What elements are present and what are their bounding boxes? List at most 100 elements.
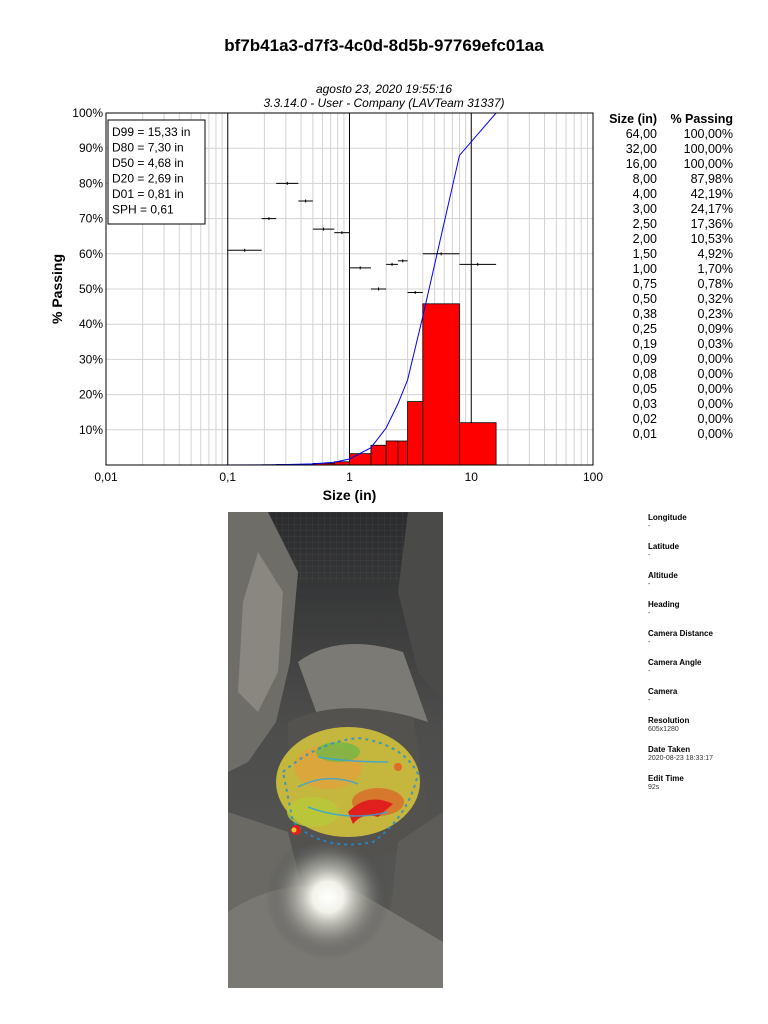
metadata-label: Longitude — [648, 513, 687, 522]
size-cell: 64,00 — [625, 127, 657, 141]
metadata-item: Resolution 605x1280 — [648, 716, 763, 745]
fragment-overlay — [276, 727, 420, 846]
table-row: 1,50 4,92% — [603, 247, 753, 262]
shape-marker — [312, 227, 335, 231]
passing-cell: 100,00% — [683, 157, 733, 171]
size-distribution-chart: agosto 23, 2020 19:55:163.3.14.0 - User … — [49, 82, 603, 503]
metadata-label: Camera Distance — [648, 629, 713, 638]
histogram-bar — [385, 440, 399, 466]
passing-cell: 1,70% — [697, 262, 733, 276]
table-row: 0,08 0,00% — [603, 367, 753, 382]
metadata-item: Altitude - — [648, 571, 763, 600]
x-tick-label: 10 — [465, 470, 479, 484]
table-row: 3,00 24,17% — [603, 202, 753, 217]
passing-cell: 0,00% — [697, 427, 733, 441]
passing-cell: 17,36% — [690, 217, 733, 231]
size-cell: 0,08 — [632, 367, 657, 381]
metadata-item: Date Taken 2020-08-23 18:33:17 — [648, 745, 763, 774]
y-tick-label: 40% — [79, 317, 103, 331]
histogram-bar — [422, 303, 460, 466]
x-tick-label: 0,01 — [94, 470, 118, 484]
size-cell: 0,09 — [632, 352, 657, 366]
table-row: 32,00 100,00% — [603, 142, 753, 157]
chart-date: agosto 23, 2020 19:55:16 — [316, 82, 452, 96]
table-row: 64,00 100,00% — [603, 127, 753, 142]
histogram-bar — [370, 444, 387, 466]
passing-cell: 100,00% — [683, 142, 733, 156]
table-row: 2,00 10,53% — [603, 232, 753, 247]
histogram-bar — [407, 401, 424, 466]
size-cell: 0,19 — [632, 337, 657, 351]
metadata-item: Camera Angle - — [648, 658, 763, 687]
y-tick-label: 20% — [79, 388, 103, 402]
histogram-bar — [459, 422, 497, 466]
table-row: 0,75 0,78% — [603, 277, 753, 292]
metadata-item: Longitude - — [648, 513, 763, 542]
shape-marker — [227, 248, 262, 252]
chart-version: 3.3.14.0 - User - Company (LAVTeam 31337… — [263, 96, 504, 110]
y-tick-label: 50% — [79, 282, 103, 296]
metadata-value: - — [648, 523, 651, 530]
passing-cell: 0,00% — [697, 352, 733, 366]
x-tick-label: 1 — [346, 470, 353, 484]
metadata-label: Camera Angle — [648, 658, 702, 667]
table-row: 0,25 0,09% — [603, 322, 753, 337]
shape-marker — [261, 217, 277, 221]
stat-line: D99 = 15,33 in — [112, 125, 190, 139]
report-title: bf7b41a3-d7f3-4c0d-8d5b-97769efc01aa — [224, 36, 544, 55]
metadata-value: 2020-08-23 18:33:17 — [648, 755, 713, 762]
table-row: 0,01 0,00% — [603, 427, 753, 442]
metadata-item: Camera Distance - — [648, 629, 763, 658]
metadata-value: 92s — [648, 784, 660, 791]
table-row: 0,03 0,00% — [603, 397, 753, 412]
metadata-item: Camera - — [648, 687, 763, 716]
plot-border — [105, 112, 594, 466]
image-metadata-panel: Longitude - Latitude - Altitude - Heading - Came… — [648, 513, 763, 803]
metadata-label: Heading — [648, 600, 680, 609]
size-cell: 32,00 — [625, 142, 657, 156]
metadata-item: Latitude - — [648, 542, 763, 571]
size-cell: 2,00 — [632, 232, 657, 246]
passing-cell: 10,53% — [690, 232, 733, 246]
shape-marker — [397, 259, 408, 263]
metadata-list: Longitude - Latitude - Altitude - Heading - Came… — [648, 513, 763, 803]
metadata-label: Camera — [648, 687, 678, 696]
metadata-label: Date Taken — [648, 745, 691, 754]
x-axis-label: Size (in) — [323, 487, 377, 503]
metadata-item: Heading - — [648, 600, 763, 629]
passing-cell: 100,00% — [683, 127, 733, 141]
size-cell: 3,00 — [632, 202, 657, 216]
shape-marker — [298, 199, 313, 203]
size-cell: 0,05 — [632, 382, 657, 396]
y-tick-label: 100% — [72, 106, 103, 120]
passing-cell: 42,19% — [690, 187, 733, 201]
size-cell: 0,01 — [632, 427, 657, 441]
stat-line: SPH = 0,61 — [112, 203, 174, 217]
table-row: 0,50 0,32% — [603, 292, 753, 307]
fragmentation-photo — [228, 512, 443, 988]
metadata-value: - — [648, 552, 651, 559]
passing-column-header: % Passing — [670, 112, 733, 126]
passing-cell: 0,09% — [697, 322, 733, 336]
table-row: 0,38 0,23% — [603, 307, 753, 322]
passing-cell: 0,78% — [697, 277, 733, 291]
passing-cell: 4,92% — [697, 247, 733, 261]
size-cell: 0,75 — [632, 277, 657, 291]
metadata-label: Altitude — [648, 571, 678, 580]
stats-box — [107, 119, 206, 225]
table-row: 4,00 42,19% — [603, 187, 753, 202]
metadata-label: Latitude — [648, 542, 680, 551]
histogram-bar — [397, 440, 408, 466]
shape-marker — [370, 287, 387, 291]
stat-line: D01 = 0,81 in — [112, 187, 184, 201]
y-axis-label: % Passing — [49, 254, 65, 324]
table-row: 0,19 0,03% — [603, 337, 753, 352]
passing-cell: 0,00% — [697, 382, 733, 396]
size-cell: 16,00 — [625, 157, 657, 171]
table-row: 8,00 87,98% — [603, 172, 753, 187]
shape-marker — [459, 262, 497, 266]
shape-marker — [349, 266, 371, 270]
table-body: 64,00 100,00% 32,00 100,00% 16,00 100,00% 8,00… — [603, 127, 753, 442]
table-row: 0,09 0,00% — [603, 352, 753, 367]
passing-cell: 0,03% — [697, 337, 733, 351]
